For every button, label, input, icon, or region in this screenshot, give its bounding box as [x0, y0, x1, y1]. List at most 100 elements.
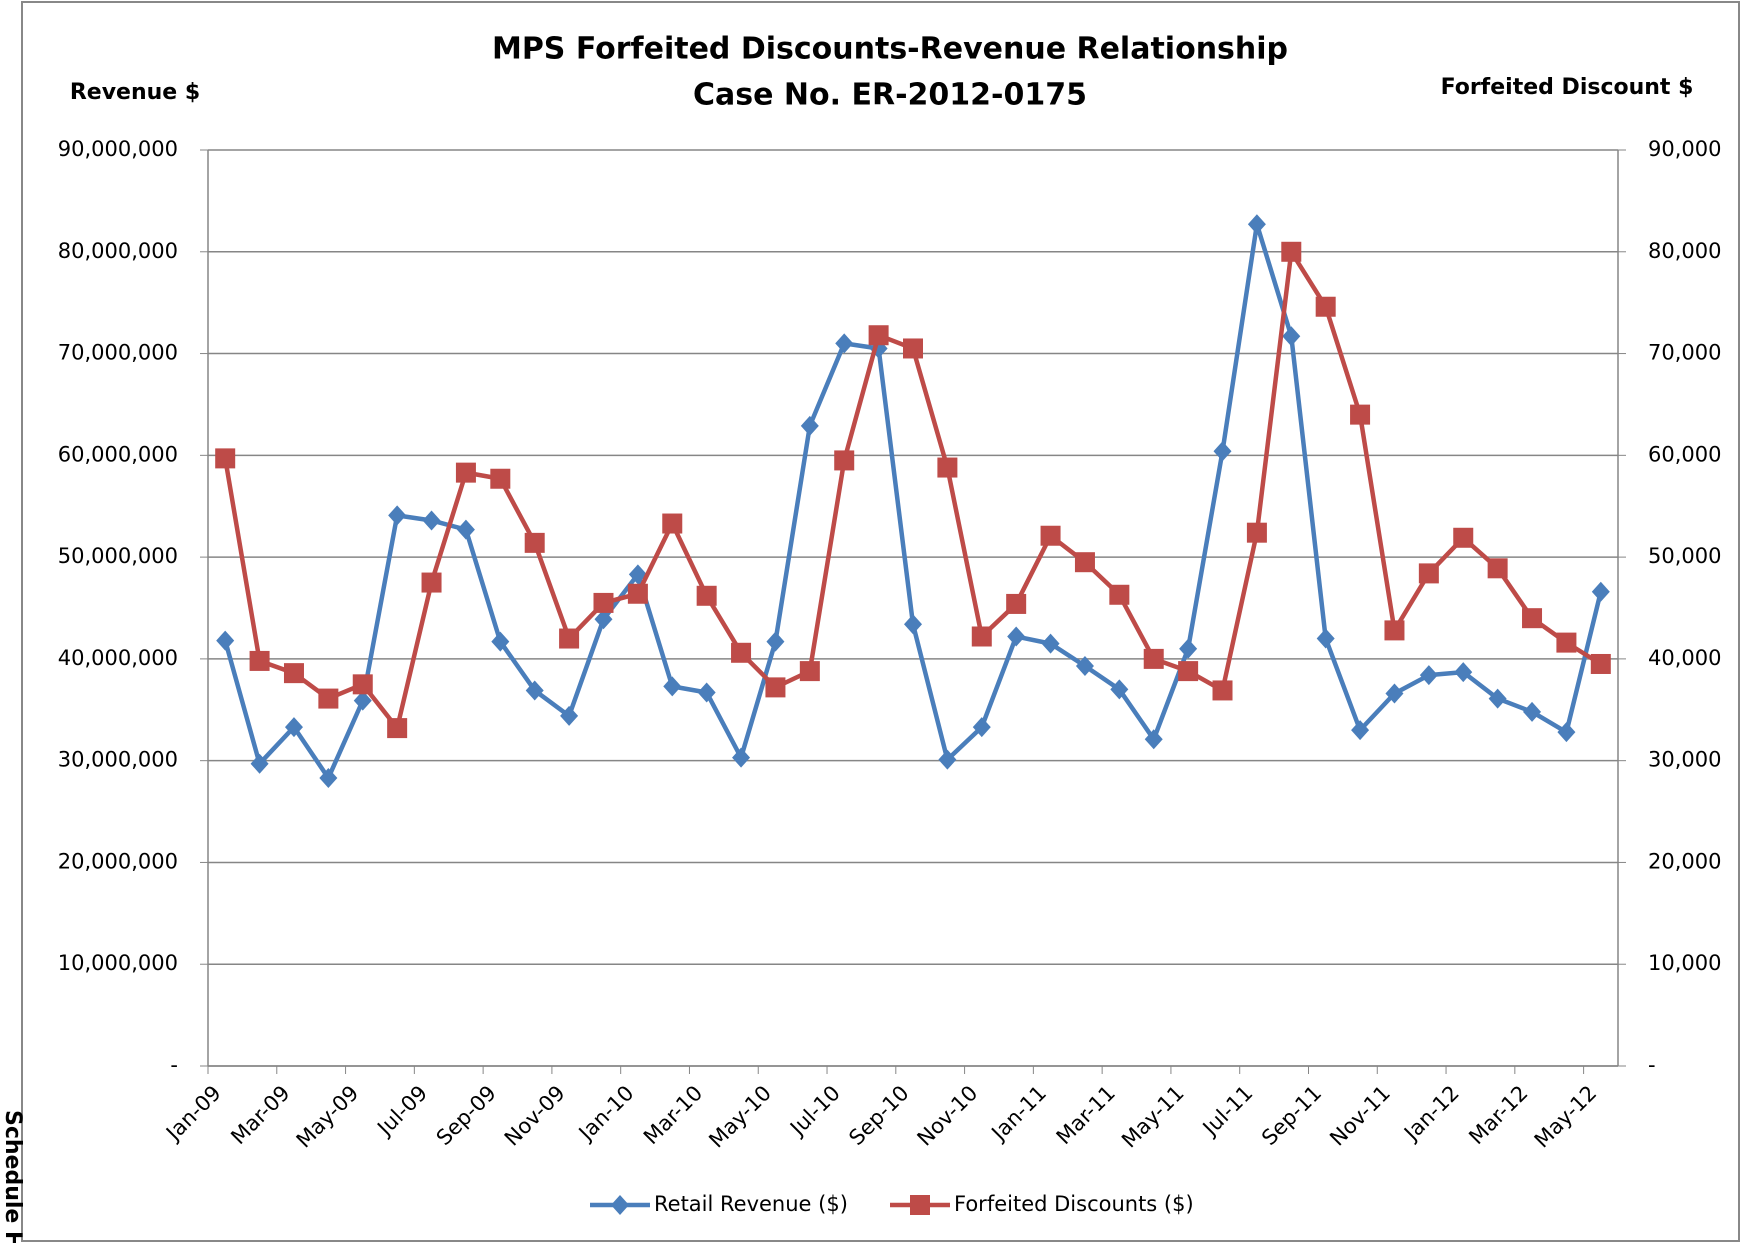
- x-tick-label: Jul-10: [784, 1081, 845, 1142]
- point: [1109, 584, 1130, 605]
- point: [1522, 608, 1543, 629]
- x-tick-label: Jan-10: [573, 1081, 639, 1147]
- point: [971, 626, 992, 647]
- y-axis-title: Revenue $: [70, 80, 200, 105]
- x-tick-label: May-11: [1117, 1081, 1189, 1153]
- point: [663, 676, 682, 697]
- point: [904, 614, 922, 635]
- y-tick-label: 80,000,000: [58, 239, 178, 263]
- point: [1556, 632, 1577, 653]
- side-note: Schedule H: [0, 1110, 25, 1243]
- point: [1557, 722, 1576, 743]
- y-tick-label: 70,000,000: [58, 341, 178, 365]
- y2-tick-label: 50,000: [1648, 544, 1721, 568]
- point: [1419, 665, 1438, 686]
- x-tick-label: Nov-10: [913, 1081, 983, 1151]
- point: [352, 674, 373, 695]
- point: [560, 705, 579, 726]
- point: [1351, 720, 1370, 741]
- point: [1523, 701, 1542, 722]
- point: [421, 572, 442, 593]
- point: [937, 457, 958, 478]
- x-tick-label: Sep-09: [432, 1081, 501, 1150]
- chart-border: [21, 1, 1740, 1242]
- y2-tick-label: 30,000: [1648, 748, 1721, 772]
- point: [1384, 620, 1405, 641]
- x-tick-label: Jan-09: [160, 1081, 226, 1147]
- point: [353, 690, 372, 711]
- point: [835, 333, 854, 354]
- point: [627, 583, 648, 604]
- point: [1143, 648, 1164, 669]
- y2-tick-label: 70,000: [1648, 341, 1721, 365]
- point: [972, 717, 991, 738]
- point: [319, 767, 338, 788]
- point: [1007, 626, 1026, 647]
- y-tick-label: 40,000,000: [58, 646, 178, 670]
- point: [388, 505, 407, 526]
- point: [283, 663, 304, 684]
- x-tick-label: Mar-10: [639, 1081, 707, 1149]
- x-tick-label: Jul-11: [1197, 1081, 1258, 1142]
- point: [1418, 563, 1439, 584]
- y-tick-label: 20,000,000: [58, 849, 178, 873]
- point: [628, 564, 647, 585]
- point: [524, 532, 545, 553]
- point: [903, 338, 923, 359]
- point: [1316, 628, 1335, 649]
- point: [731, 642, 752, 663]
- series-line: [222, 249, 1602, 731]
- point: [1350, 404, 1371, 425]
- x-tick-label: Nov-09: [500, 1081, 570, 1151]
- legend-label: Retail Revenue ($): [654, 1192, 848, 1216]
- y-tick-label: 50,000,000: [58, 544, 178, 568]
- x-tick-label: May-12: [1530, 1081, 1602, 1153]
- x-tick-label: May-09: [292, 1081, 364, 1153]
- point: [765, 677, 786, 698]
- point: [662, 513, 683, 534]
- point: [1110, 679, 1129, 700]
- point: [250, 753, 269, 774]
- point: [1213, 441, 1232, 462]
- point: [1246, 522, 1267, 543]
- x-tick-label: Mar-11: [1052, 1081, 1120, 1149]
- point: [525, 680, 544, 701]
- point: [559, 628, 580, 649]
- point: [1178, 661, 1199, 682]
- point: [249, 650, 270, 671]
- chart-subtitle: Case No. ER-2012-0175: [693, 78, 1087, 113]
- point: [1247, 214, 1266, 235]
- point: [1074, 552, 1095, 573]
- y2-tick-label: 60,000: [1648, 442, 1721, 466]
- point: [1454, 662, 1473, 683]
- point: [732, 747, 751, 768]
- point: [868, 325, 889, 346]
- x-tick-label: Nov-11: [1325, 1081, 1395, 1151]
- y2-tick-label: 80,000: [1648, 239, 1721, 263]
- x-tick-label: Mar-12: [1464, 1081, 1532, 1149]
- point: [593, 592, 614, 613]
- point: [1453, 527, 1474, 548]
- point: [1212, 680, 1233, 701]
- y2-axis-title: Forfeited Discount $: [1441, 75, 1694, 100]
- point: [1315, 296, 1336, 317]
- chart-title: MPS Forfeited Discounts-Revenue Relation…: [492, 32, 1288, 67]
- point: [1179, 638, 1198, 659]
- point: [1040, 525, 1061, 546]
- y2-tick-label: 40,000: [1648, 646, 1721, 670]
- y-tick-label: -: [170, 1053, 178, 1077]
- point: [1385, 683, 1404, 704]
- x-tick-label: Jan-12: [1398, 1081, 1464, 1147]
- point: [1041, 633, 1060, 654]
- point: [800, 415, 819, 436]
- point: [1591, 581, 1610, 602]
- x-tick-label: Jan-11: [986, 1081, 1052, 1147]
- point: [1281, 241, 1302, 262]
- point: [1144, 729, 1163, 750]
- point: [491, 631, 510, 652]
- x-tick-label: May-10: [704, 1081, 776, 1153]
- point: [1487, 558, 1508, 579]
- y2-tick-label: 90,000: [1648, 137, 1721, 161]
- point: [1590, 653, 1611, 674]
